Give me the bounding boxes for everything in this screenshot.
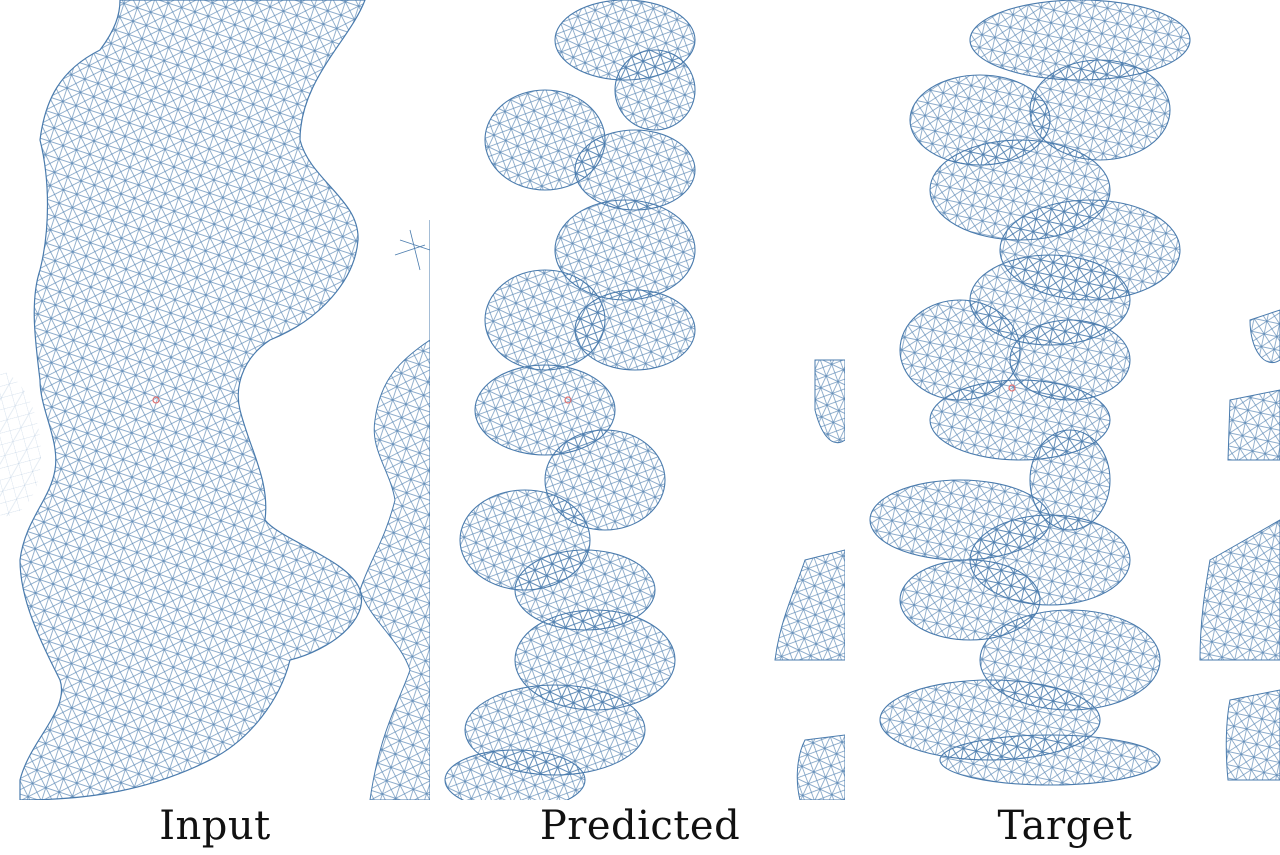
input-density-panel [0, 0, 430, 800]
input-caption: Input [0, 800, 430, 855]
target-caption: Target [850, 800, 1280, 855]
predicted-side-fragments [775, 360, 845, 800]
predicted-density-panel [435, 0, 845, 800]
target-density-mesh [850, 0, 1280, 800]
input-density-mesh [0, 0, 430, 800]
predicted-density-mesh [435, 0, 845, 800]
predicted-helix [445, 0, 695, 800]
input-side-strand [360, 220, 430, 800]
input-main-tube [20, 0, 365, 800]
predicted-caption: Predicted [435, 800, 845, 855]
target-helix [870, 0, 1190, 785]
target-density-panel [850, 0, 1280, 800]
target-side-fragments [1200, 310, 1280, 780]
